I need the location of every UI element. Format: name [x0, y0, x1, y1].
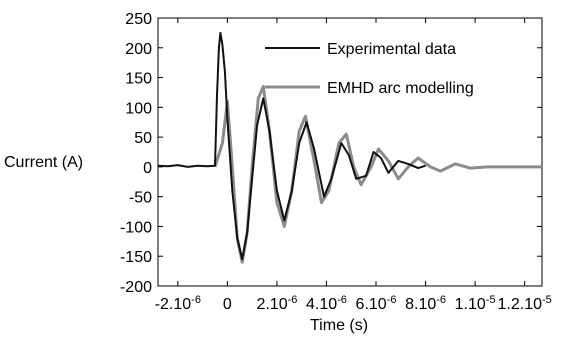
y-axis-ticks: 250 200 150 100 50 0 -50 -100 -150 -200 [120, 11, 542, 296]
x-axis-label: Time (s) [310, 317, 368, 334]
legend: Experimental data EMHD arc modelling [265, 41, 474, 97]
x-tick-exponent: -5 [486, 294, 496, 306]
series-layer [157, 31, 542, 264]
x-tick-exponent: -6 [337, 294, 347, 306]
x-axis-ticks: -2.10-6 0 2.10-6 4.10-6 6.10-6 8.10-6 1.10-5 1.… [155, 18, 552, 313]
x-tick-label: 6.10-6 [356, 294, 397, 313]
x-tick-exponent: -6 [191, 294, 201, 306]
x-tick-base: 1.2.10 [498, 296, 543, 313]
x-tick-label: 0 [223, 296, 232, 313]
x-tick-exponent: -5 [542, 294, 552, 306]
legend-label: Experimental data [327, 41, 456, 58]
x-tick-base: 4.10 [306, 296, 337, 313]
y-tick-label: 50 [134, 130, 152, 147]
x-tick-base: -2.10 [155, 296, 192, 313]
x-tick-label: -2.10-6 [155, 294, 201, 313]
y-tick-label: 250 [125, 11, 152, 28]
x-tick-base: 2.10 [256, 296, 287, 313]
y-axis-label: Current (A) [4, 154, 83, 171]
legend-label: EMHD arc modelling [327, 80, 474, 97]
x-tick-label: 1.10-5 [455, 294, 496, 313]
y-tick-label: 0 [143, 160, 152, 177]
x-tick-label: 1.2.10-5 [498, 294, 552, 313]
y-tick-label: 150 [125, 71, 152, 88]
x-tick-base: 1.10 [455, 296, 486, 313]
series-line-experimental-data [157, 31, 426, 261]
x-tick-exponent: -6 [387, 294, 397, 306]
x-tick-base: 0 [223, 296, 232, 313]
x-tick-base: 6.10 [356, 296, 387, 313]
y-tick-label: -100 [120, 219, 152, 236]
x-tick-label: 8.10-6 [405, 294, 446, 313]
y-tick-label: 100 [125, 100, 152, 117]
x-tick-base: 8.10 [405, 296, 436, 313]
x-tick-label: 2.10-6 [256, 294, 297, 313]
y-tick-label: -200 [120, 279, 152, 296]
y-tick-label: 200 [125, 41, 152, 58]
y-tick-label: -150 [120, 249, 152, 266]
x-tick-exponent: -6 [436, 294, 446, 306]
x-tick-exponent: -6 [288, 294, 298, 306]
x-tick-label: 4.10-6 [306, 294, 347, 313]
y-tick-label: -50 [129, 190, 152, 207]
